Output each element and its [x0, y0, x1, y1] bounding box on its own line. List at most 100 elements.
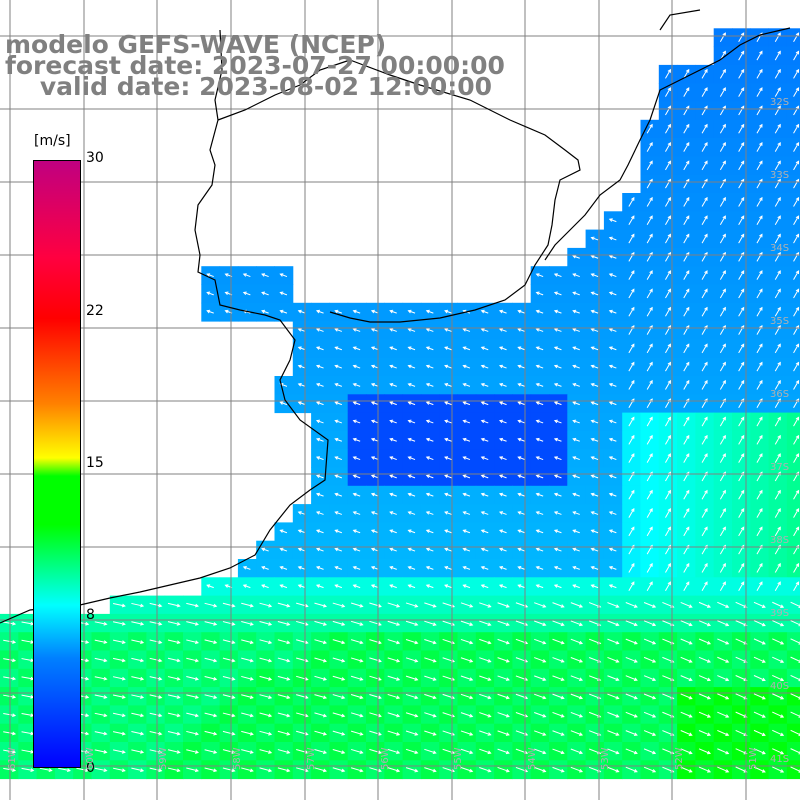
wind-arrow-head [535, 437, 540, 442]
wind-arrow-head [498, 437, 504, 442]
wind-arrow-head [707, 604, 712, 608]
wind-arrow-head [462, 474, 467, 479]
wind-arrow [479, 748, 491, 754]
wind-arrow [335, 474, 343, 479]
wind-arrow-head [206, 273, 211, 277]
wind-arrow [591, 493, 599, 497]
wind-arrow-head [505, 713, 510, 718]
wind-arrow-head [759, 288, 763, 293]
wind-arrow [463, 456, 471, 461]
wind-arrow-head [249, 768, 254, 773]
wind-arrow [369, 748, 382, 754]
wind-arrow-head [334, 584, 339, 588]
wind-arrow [554, 420, 562, 424]
wind-arrow-head [615, 695, 620, 700]
wind-arrow-head [777, 508, 781, 512]
wind-arrow [774, 87, 781, 97]
wind-arrow-head [176, 731, 181, 736]
wind-arrow [131, 712, 144, 717]
wind-arrow-head [315, 511, 321, 515]
wind-arrow-head [740, 270, 745, 275]
wind-arrow-head [722, 526, 726, 531]
wind-arrow [534, 620, 546, 626]
wind-arrow [3, 712, 16, 717]
wind-arrow [628, 490, 635, 500]
wind-arrow-head [334, 529, 339, 533]
wind-arrow-head [688, 622, 693, 627]
wind-arrow-head [704, 526, 708, 531]
wind-arrow [426, 401, 434, 406]
wind-arrow [499, 493, 507, 497]
wind-arrow-head [685, 215, 690, 220]
wind-arrow-head [704, 270, 708, 275]
wind-arrow-head [85, 750, 90, 754]
wind-arrow-head [505, 622, 510, 627]
wind-arrow-head [268, 640, 273, 645]
colorbar-tick-8: 8 [86, 607, 95, 623]
wind-arrow-head [261, 273, 266, 277]
wind-arrow [204, 730, 217, 735]
wind-arrow [591, 456, 599, 461]
wind-arrow [371, 438, 379, 442]
wind-arrow-head [631, 343, 635, 348]
wind-arrow-head [590, 401, 595, 405]
wind-arrow [204, 639, 217, 644]
wind-arrow-head [688, 695, 693, 700]
wind-arrow-head [667, 196, 671, 201]
wind-arrow [369, 694, 382, 699]
wind-arrow-head [334, 456, 339, 460]
wind-arrow [241, 657, 253, 662]
wind-arrow [444, 383, 452, 387]
wind-arrow-head [535, 346, 540, 350]
wind-arrow-head [633, 659, 638, 663]
wind-arrow-head [370, 309, 375, 314]
wind-arrow [701, 124, 708, 134]
wind-arrow [698, 748, 711, 754]
wind-arrow [408, 346, 416, 351]
wind-arrow [609, 529, 617, 534]
wind-arrow [774, 69, 781, 79]
wind-arrow-head [535, 566, 540, 570]
wind-arrow-head [572, 456, 577, 460]
wind-arrow [719, 32, 726, 43]
wind-arrow [21, 767, 34, 772]
wind-arrow-head [517, 566, 522, 570]
wind-arrow [554, 584, 562, 589]
wind-arrow [588, 693, 601, 699]
wind-arrow-head [795, 489, 800, 494]
wind-cell [786, 449, 800, 468]
wind-arrow [186, 730, 199, 735]
wind-arrow [296, 657, 308, 662]
wind-arrow-head [469, 659, 474, 663]
wind-arrow-head [462, 511, 467, 515]
wind-arrow-head [759, 233, 763, 238]
wind-arrow-head [579, 732, 584, 736]
wind-arrow [646, 179, 653, 189]
wind-arrow [665, 215, 671, 226]
wind-arrow [426, 365, 434, 369]
wind-arrow [444, 456, 452, 461]
wind-arrow-head [777, 32, 781, 37]
wind-arrow [719, 234, 726, 244]
wind-arrow [424, 712, 436, 717]
wind-arrow-head [572, 401, 577, 405]
wind-arrow-head [334, 419, 339, 424]
wind-arrow [280, 566, 288, 570]
wind-arrow [793, 160, 799, 171]
wind-arrow [298, 310, 306, 314]
wind-arrow-head [722, 508, 726, 512]
wind-arrow [698, 675, 711, 681]
wind-arrow [572, 456, 580, 461]
wind-arrow-head [795, 50, 800, 55]
wind-arrow [591, 474, 599, 479]
wind-arrow-head [685, 142, 690, 146]
wind-arrow [405, 712, 418, 717]
wind-arrow-head [352, 401, 357, 405]
wind-arrow [479, 657, 491, 663]
wind-cell [786, 559, 800, 578]
wind-arrow-head [487, 677, 492, 681]
wind-arrow-head [517, 309, 522, 314]
wind-arrow [536, 420, 544, 424]
wind-arrow [774, 490, 781, 500]
wind-arrow [332, 730, 345, 736]
